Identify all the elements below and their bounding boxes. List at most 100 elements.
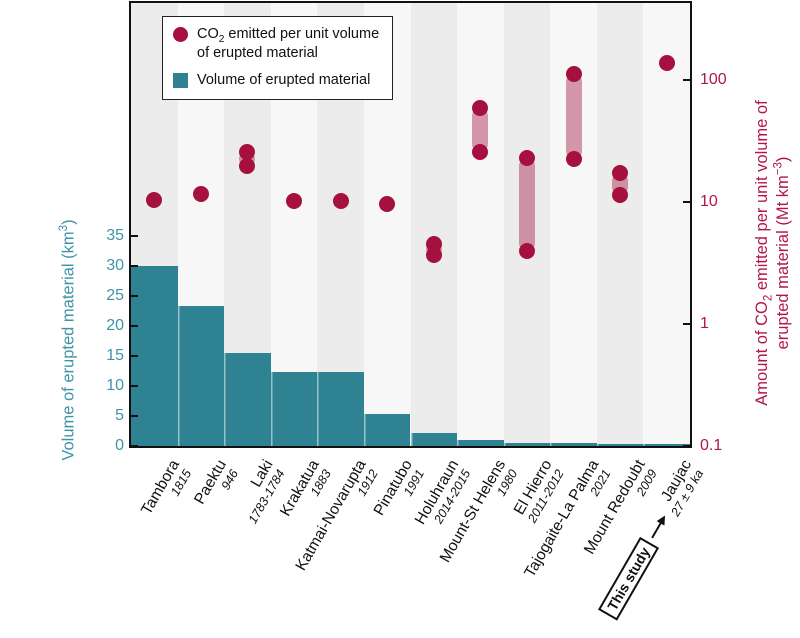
x-label-tambora: Tambora 1815 bbox=[138, 457, 195, 525]
co2-dot-tambora bbox=[146, 191, 163, 208]
left-axis-tick-label: 10 bbox=[106, 377, 124, 394]
x-label-name: Krakatua bbox=[277, 457, 323, 520]
left-axis-tick bbox=[131, 235, 138, 237]
co2-dot-tajogaite-la-palma bbox=[565, 65, 582, 82]
co2-dot-tajogaite-la-palma bbox=[565, 151, 582, 168]
annotated-label-row: This study Jaujac 27 ± 9 ka bbox=[594, 457, 708, 623]
right-axis-tick bbox=[683, 323, 690, 325]
legend-marker-circle-icon bbox=[173, 27, 188, 42]
right-axis-title-line2: erupted material (Mt km−3) bbox=[772, 156, 793, 350]
column-stripe-holuhraun bbox=[410, 3, 458, 446]
x-label-tajogaite-la-palma: Tajogaite-La Palma 2021 bbox=[521, 457, 614, 587]
x-label-year: 1815 bbox=[168, 467, 195, 499]
column-stripe-mount-st-helens bbox=[457, 3, 504, 446]
bar-laki bbox=[224, 353, 271, 446]
right-axis-tick bbox=[683, 79, 690, 81]
x-label-name: Jaujac bbox=[658, 457, 696, 505]
left-axis-tick bbox=[131, 445, 138, 447]
co2-dot-paektu bbox=[192, 186, 209, 203]
x-label-year: 1912 bbox=[354, 467, 381, 499]
x-label-mount-redoubt: Mount Redoubt 2009 bbox=[581, 457, 661, 564]
right-axis-tick-label: 0.1 bbox=[700, 437, 723, 454]
column-stripe-el-hierro bbox=[503, 3, 551, 446]
column-stripe-mount-redoubt bbox=[596, 3, 644, 446]
bar-holuhraun bbox=[410, 432, 458, 446]
bar-paektu bbox=[177, 306, 225, 446]
x-label-katmai-novarupta: Katmai-Novarupta 1912 bbox=[292, 457, 381, 581]
left-axis-tick-label: 35 bbox=[106, 227, 124, 244]
bar-pinatubo bbox=[363, 414, 411, 446]
left-axis-tick-label: 15 bbox=[106, 347, 124, 364]
right-axis-tick-label: 1 bbox=[700, 315, 709, 332]
left-axis-tick bbox=[131, 385, 138, 387]
x-label-holuhraun: Holuhraun 2014-2015 bbox=[412, 457, 475, 534]
co2-dot-laki bbox=[239, 143, 256, 160]
co2-dot-el-hierro bbox=[518, 242, 535, 259]
x-label-name: Paektu bbox=[190, 457, 230, 508]
co2-dot-pinatubo bbox=[379, 196, 396, 213]
left-axis-tick-label: 5 bbox=[115, 407, 124, 424]
x-label-year: 2021 bbox=[587, 467, 614, 499]
legend-marker-square-icon bbox=[173, 73, 188, 88]
co2-dot-mount-st-helens bbox=[472, 99, 489, 116]
bar-mount-st-helens bbox=[457, 440, 504, 446]
x-label-year: 1883 bbox=[307, 467, 334, 499]
x-label-year: 1991 bbox=[401, 467, 428, 499]
right-axis-tick-label: 10 bbox=[700, 193, 718, 210]
co2-dot-krakatua bbox=[286, 192, 303, 209]
x-label-jaujac: This study Jaujac 27 ± 9 ka bbox=[594, 457, 708, 623]
column-stripe-jaujac bbox=[643, 3, 690, 446]
co2-dot-el-hierro bbox=[518, 149, 535, 166]
co2-dot-laki bbox=[239, 158, 256, 175]
co2-dot-katmai-novarupta bbox=[332, 192, 349, 209]
left-axis-tick-label: 25 bbox=[106, 287, 124, 304]
x-label-name: Tambora bbox=[138, 457, 184, 518]
left-axis-tick bbox=[131, 355, 138, 357]
x-label-year: 27 ± 9 ka bbox=[668, 467, 707, 519]
arrow-right-icon bbox=[647, 512, 670, 541]
bar-katmai-novarupta bbox=[317, 372, 364, 446]
legend: CO2 emitted per unit volume of erupted m… bbox=[162, 16, 393, 100]
left-axis-tick-label: 0 bbox=[115, 437, 124, 454]
co2-dot-mount-redoubt bbox=[612, 164, 629, 181]
right-axis-tick-label: 100 bbox=[700, 71, 727, 88]
co2-dot-mount-redoubt bbox=[612, 187, 629, 204]
legend-item-label: Volume of erupted material bbox=[197, 72, 371, 88]
bar-krakatua bbox=[270, 372, 318, 446]
left-axis-title: Volume of erupted material (km3) bbox=[58, 219, 78, 461]
x-label-name: El Hierro bbox=[510, 457, 556, 518]
bar-jaujac bbox=[643, 443, 690, 446]
bar-mount-redoubt bbox=[596, 444, 644, 446]
bar-tajogaite-la-palma bbox=[550, 443, 597, 446]
bar-el-hierro bbox=[503, 443, 551, 446]
x-label-name: Mount Redoubt bbox=[581, 457, 649, 558]
legend-item-0: CO2 emitted per unit volume of erupted m… bbox=[173, 25, 381, 63]
bar-tambora bbox=[131, 266, 178, 446]
co2-range-band-el-hierro bbox=[518, 157, 535, 251]
x-label-year: 2011-2012 bbox=[525, 467, 567, 526]
left-axis-tick bbox=[131, 295, 138, 297]
x-label-year: 2009 bbox=[633, 467, 660, 499]
x-label-name: Pinatubo bbox=[370, 457, 416, 519]
legend-item-1: Volume of erupted material bbox=[173, 71, 381, 90]
legend-item-label: CO2 emitted per unit volume of erupted m… bbox=[197, 26, 380, 61]
x-label-name: Mount-St Helens bbox=[436, 457, 510, 566]
x-label-year: 1783-1784 bbox=[245, 467, 288, 527]
left-axis-tick-label: 30 bbox=[106, 257, 124, 274]
x-label-year: 2014-2015 bbox=[431, 467, 474, 527]
co2-dot-mount-st-helens bbox=[472, 143, 489, 160]
co2-range-band-tajogaite-la-palma bbox=[565, 73, 582, 160]
x-label-mount-st-helens: Mount-St Helens 1980 bbox=[437, 457, 522, 572]
x-label-el-hierro: El Hierro 2011-2012 bbox=[511, 457, 568, 525]
this-study-badge: This study bbox=[597, 536, 659, 621]
right-axis-tick bbox=[683, 201, 690, 203]
x-label-name: Tajogaite-La Palma bbox=[521, 457, 603, 581]
x-label-name: Holuhraun bbox=[412, 457, 463, 528]
right-axis-title-line1: Amount of CO2 emitted per unit volume of bbox=[753, 100, 775, 406]
co2-dot-jaujac bbox=[658, 54, 675, 71]
right-axis-tick bbox=[683, 445, 690, 447]
co2-range-band-mount-st-helens bbox=[472, 107, 489, 152]
right-axis-title: Amount of CO2 emitted per unit volume of… bbox=[752, 100, 794, 405]
x-label-name: Laki bbox=[247, 457, 277, 491]
